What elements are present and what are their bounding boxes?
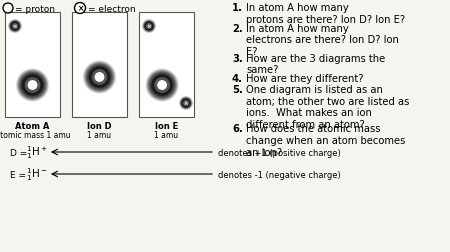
Circle shape (147, 25, 151, 29)
Circle shape (87, 65, 112, 90)
Bar (139, 13, 194, 117)
Text: ×: × (13, 24, 17, 29)
Circle shape (17, 70, 49, 102)
Text: denotes +1 (positive charge): denotes +1 (positive charge) (218, 148, 341, 157)
Circle shape (18, 71, 47, 100)
Text: 6.: 6. (232, 124, 243, 134)
Circle shape (9, 20, 22, 33)
Circle shape (147, 71, 177, 100)
Text: 3.: 3. (232, 53, 243, 63)
Text: $\mathregular{^1_1}$H$^-$: $\mathregular{^1_1}$H$^-$ (26, 166, 48, 183)
Text: How are they different?: How are they different? (246, 74, 364, 84)
Circle shape (181, 99, 191, 108)
Circle shape (88, 67, 111, 89)
Text: 1 amu: 1 amu (87, 131, 112, 139)
Text: One diagram is listed as an
atom; the other two are listed as
ions.  What makes : One diagram is listed as an atom; the ot… (246, 85, 410, 129)
Text: E =: E = (10, 170, 26, 179)
Circle shape (180, 98, 192, 109)
Text: In atom A how many
protons are there? Ion D? Ion E?: In atom A how many protons are there? Io… (246, 3, 405, 24)
Bar (72, 13, 127, 117)
Text: In atom A how many
electrons are there? Ion D? Ion
E?: In atom A how many electrons are there? … (246, 23, 399, 56)
Text: 1.: 1. (232, 3, 243, 13)
Circle shape (150, 73, 175, 98)
Circle shape (151, 75, 173, 97)
Text: ×: × (77, 5, 83, 13)
Circle shape (86, 64, 113, 91)
Text: How are the 3 diagrams the
same?: How are the 3 diagrams the same? (246, 53, 385, 75)
Circle shape (145, 23, 153, 31)
Circle shape (184, 101, 188, 106)
Circle shape (85, 63, 114, 92)
Circle shape (84, 62, 116, 94)
Circle shape (25, 78, 40, 93)
Circle shape (144, 22, 154, 32)
Circle shape (158, 81, 166, 90)
Circle shape (3, 4, 13, 14)
Text: $\mathregular{^1_1}$H$^+$: $\mathregular{^1_1}$H$^+$ (26, 144, 48, 161)
Circle shape (143, 20, 155, 33)
Text: ×: × (147, 24, 151, 29)
Text: = electron: = electron (87, 5, 135, 13)
Circle shape (11, 23, 19, 31)
Text: Atom A: Atom A (15, 121, 50, 131)
Circle shape (22, 76, 42, 96)
Text: 5.: 5. (232, 85, 243, 94)
Circle shape (19, 72, 46, 99)
Circle shape (182, 100, 190, 108)
Circle shape (20, 73, 45, 98)
Circle shape (144, 21, 155, 33)
Circle shape (92, 71, 107, 85)
Text: 4.: 4. (232, 74, 243, 84)
Circle shape (9, 21, 21, 33)
Circle shape (28, 81, 37, 90)
Text: D =: D = (10, 148, 27, 157)
Circle shape (146, 70, 178, 102)
Text: denotes -1 (negative charge): denotes -1 (negative charge) (218, 170, 341, 179)
Text: How does the atomic mass
change when an atom becomes
an ion?: How does the atomic mass change when an … (246, 124, 405, 157)
Text: Ion E: Ion E (155, 121, 178, 131)
Bar (5, 13, 60, 117)
Text: Ion D: Ion D (87, 121, 112, 131)
Text: Atomic mass 1 amu: Atomic mass 1 amu (0, 131, 70, 139)
Text: = proton: = proton (15, 5, 55, 13)
Circle shape (148, 72, 176, 99)
Circle shape (95, 74, 104, 82)
Circle shape (90, 68, 109, 88)
Text: 1 amu: 1 amu (154, 131, 179, 139)
Circle shape (10, 22, 20, 32)
Circle shape (21, 75, 44, 97)
Circle shape (152, 76, 172, 96)
Circle shape (180, 97, 193, 110)
Circle shape (155, 78, 169, 93)
Circle shape (13, 25, 17, 29)
Text: 2.: 2. (232, 23, 243, 33)
Circle shape (75, 4, 86, 14)
Text: ×: × (184, 101, 188, 106)
